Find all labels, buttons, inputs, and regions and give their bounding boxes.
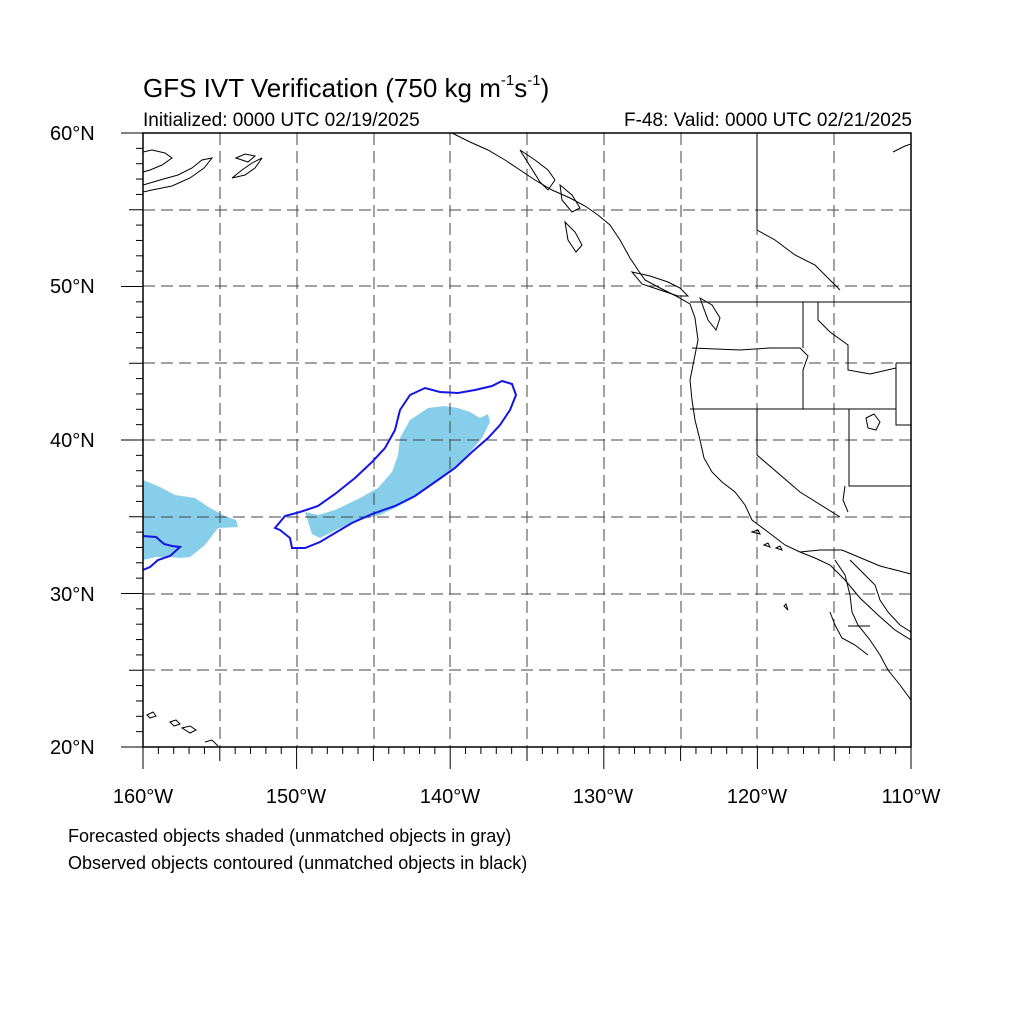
caption-observed: Observed objects contoured (unmatched ob…: [68, 853, 528, 873]
lon-label-130w: 130°W: [572, 786, 634, 808]
lon-label-120w: 120°W: [726, 786, 788, 808]
lat-label-30n: 30°N: [50, 584, 95, 606]
lon-label-150w: 150°W: [265, 786, 327, 808]
forecast-object-central: [305, 406, 490, 538]
lat-label-20n: 20°N: [50, 737, 95, 759]
caption-forecast: Forecasted objects shaded (unmatched obj…: [68, 826, 512, 846]
political-borders: [690, 133, 911, 627]
lat-label-50n: 50°N: [50, 276, 95, 298]
lat-label-40n: 40°N: [50, 430, 95, 452]
observed-object-central: [273, 379, 518, 549]
forecast-object-west: [143, 480, 238, 560]
lat-lon-grid: [143, 133, 911, 747]
lon-label-160w: 160°W: [112, 786, 174, 808]
lat-label-60n: 60°N: [50, 123, 95, 145]
lon-label-110w: 110°W: [881, 786, 941, 808]
coastlines: [143, 133, 911, 747]
lon-label-140w: 140°W: [419, 786, 481, 808]
valid-label: F-48: Valid: 0000 UTC 02/21/2025: [624, 110, 912, 131]
initialized-label: Initialized: 0000 UTC 02/19/2025: [143, 110, 420, 131]
observed-object-west: [143, 535, 183, 571]
axis-ticks: [121, 132, 912, 769]
map-title: GFS IVT Verification (750 kg m-1s-1): [143, 72, 550, 103]
